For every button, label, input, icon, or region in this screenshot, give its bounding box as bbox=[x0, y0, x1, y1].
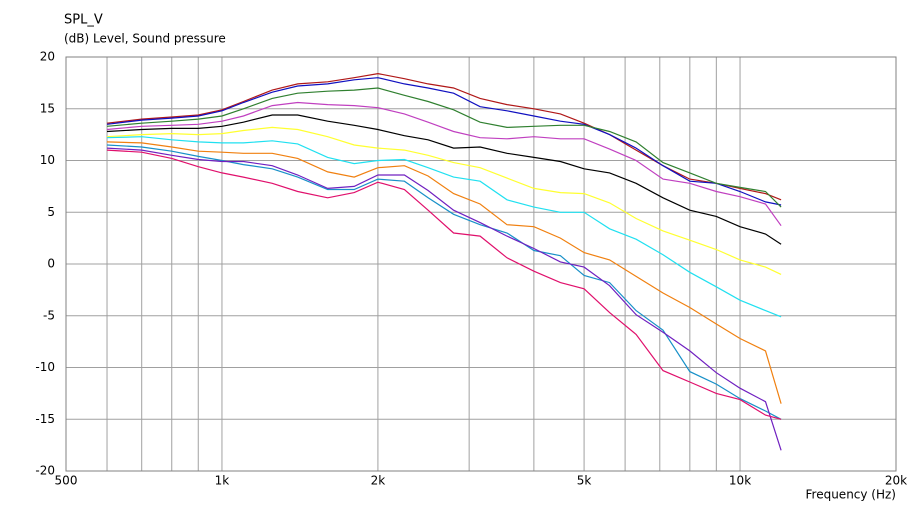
plot-frame bbox=[65, 56, 897, 472]
series-line bbox=[106, 141, 782, 404]
x-tick-label: 500 bbox=[55, 474, 78, 488]
series-line bbox=[106, 126, 782, 275]
x-tick-label: 1k bbox=[215, 474, 230, 488]
series-line bbox=[106, 149, 782, 420]
series-line bbox=[106, 136, 782, 318]
y-tick-label: 15 bbox=[40, 101, 55, 115]
x-tick-label: 10k bbox=[729, 474, 751, 488]
y-tick-label: -15 bbox=[35, 412, 55, 426]
series-line bbox=[106, 72, 782, 201]
series-line bbox=[106, 101, 782, 227]
series-line bbox=[106, 77, 782, 206]
y-tick-label: 10 bbox=[40, 153, 55, 167]
y-tick-label: -5 bbox=[43, 308, 55, 322]
chart-title: SPL_V bbox=[64, 13, 103, 28]
series-line bbox=[106, 147, 782, 451]
x-tick-label: 2k bbox=[371, 474, 386, 488]
series-line bbox=[106, 114, 782, 245]
x-tick-label: 20k bbox=[885, 474, 907, 488]
y-axis-label: (dB) Level, Sound pressure bbox=[64, 32, 226, 46]
x-tick-label: 5k bbox=[577, 474, 592, 488]
y-tick-label: 20 bbox=[40, 50, 55, 64]
y-tick-label: 0 bbox=[47, 257, 55, 271]
y-tick-label: 5 bbox=[47, 205, 55, 219]
x-axis-label: Frequency (Hz) bbox=[806, 488, 897, 502]
series-line bbox=[106, 87, 782, 208]
y-tick-label: -10 bbox=[35, 360, 55, 374]
y-tick-label: -20 bbox=[35, 464, 55, 478]
